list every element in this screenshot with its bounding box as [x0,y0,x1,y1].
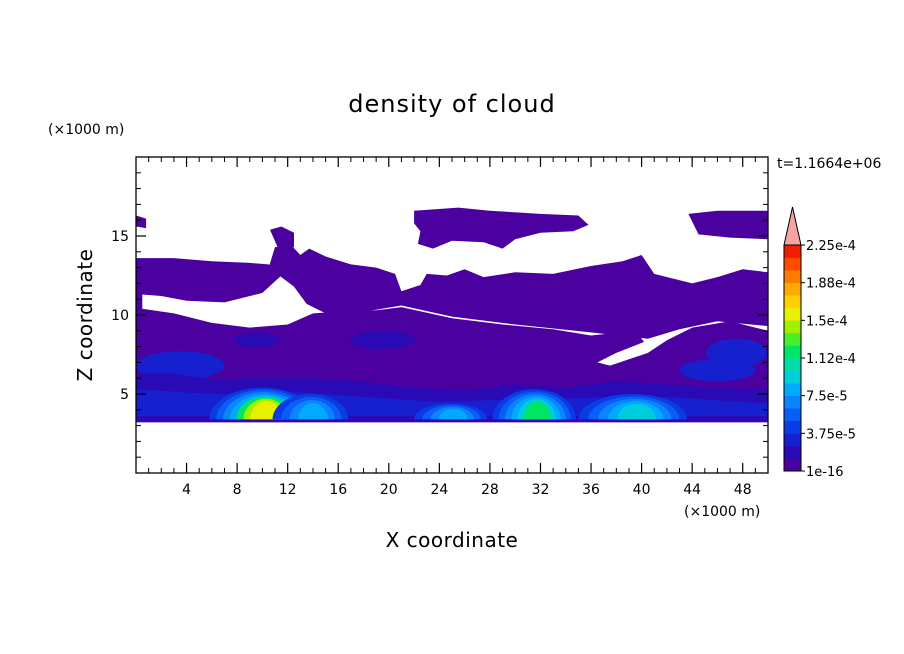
colorbar-swatch [784,245,801,258]
y-tick-label: 15 [111,229,129,245]
colorbar-swatch [784,295,801,309]
colorbar: 1e-16 3.75e-5 7.5e-5 1.12e-4 1.5e-4 1.88e-4 2.… [783,206,856,480]
x-tick-label: 40 [633,482,651,498]
mid-streak-5 [679,359,756,382]
colorbar-swatch [784,307,801,321]
colorbar-swatch [784,395,801,409]
convective-cell-2-level-4 [298,403,328,420]
x-tick-label: 36 [582,482,600,498]
cirrus-edge-left [136,215,147,229]
colorbar-swatch [784,345,801,359]
x-tick-label: 44 [683,482,701,498]
cirrus-band-right [688,210,768,240]
colorbar-swatch [784,433,801,447]
y-tick-label: 10 [111,308,129,324]
mid-streak-2 [233,333,279,348]
mid-streak-1 [349,331,416,349]
colorbar-swatch [784,458,801,472]
x-tick-label: 12 [279,482,297,498]
x-tick-label: 16 [329,482,347,498]
x-axis: 4 8 12 16 20 24 28 32 36 40 44 48 [148,157,756,498]
time-label: t=1.1664e+06 [777,156,881,172]
chart-title: density of cloud [348,90,555,118]
y-axis: 5 10 15 [111,172,768,458]
x-tick-label: 20 [380,482,398,498]
colorbar-swatch [784,370,801,384]
colorbar-extend-arrow [783,206,802,246]
x-unit-label: (×1000 m) [684,504,760,520]
y-unit-label: (×1000 m) [48,122,124,138]
x-axis-title: X coordinate [386,528,519,552]
y-axis-title: Z coordinate [73,249,97,382]
cirrus-band-top [414,207,589,249]
colorbar-swatch [784,282,801,296]
colorbar-swatch [784,383,801,396]
cloud-tuft-left [270,226,294,248]
colorbar-label: 1.12e-4 [806,352,856,367]
x-tick-label: 24 [430,482,448,498]
colorbar-label: 2.25e-4 [806,239,856,254]
x-tick-label: 48 [734,482,752,498]
colorbar-swatch [784,332,801,346]
convective-cell-5-level-5 [617,403,656,420]
density-field [136,207,768,423]
colorbar-label: 1.5e-4 [806,314,848,329]
convective-cell-4-level-6 [523,401,551,420]
x-tick-label: 4 [182,482,191,498]
colorbar-swatch [784,270,801,283]
x-tick-label: 28 [481,482,499,498]
x-tick-label: 32 [532,482,550,498]
colorbar-label: 1.88e-4 [806,277,856,292]
colorbar-swatch [784,445,801,459]
colorbar-label: 3.75e-5 [806,427,856,442]
colorbar-swatch [784,358,801,371]
colorbar-label: 7.5e-5 [806,390,848,405]
colorbar-label: 1e-16 [806,465,844,480]
colorbar-swatch [784,420,801,434]
colorbar-swatch [784,320,801,334]
convective-cell-3-level-4 [438,408,468,420]
colorbar-swatch [784,408,801,422]
mid-streak-4 [136,351,225,380]
x-tick-label: 8 [233,482,242,498]
y-tick-label: 5 [120,387,129,403]
cloud-layer-upper [268,245,768,339]
colorbar-swatch [784,257,801,271]
